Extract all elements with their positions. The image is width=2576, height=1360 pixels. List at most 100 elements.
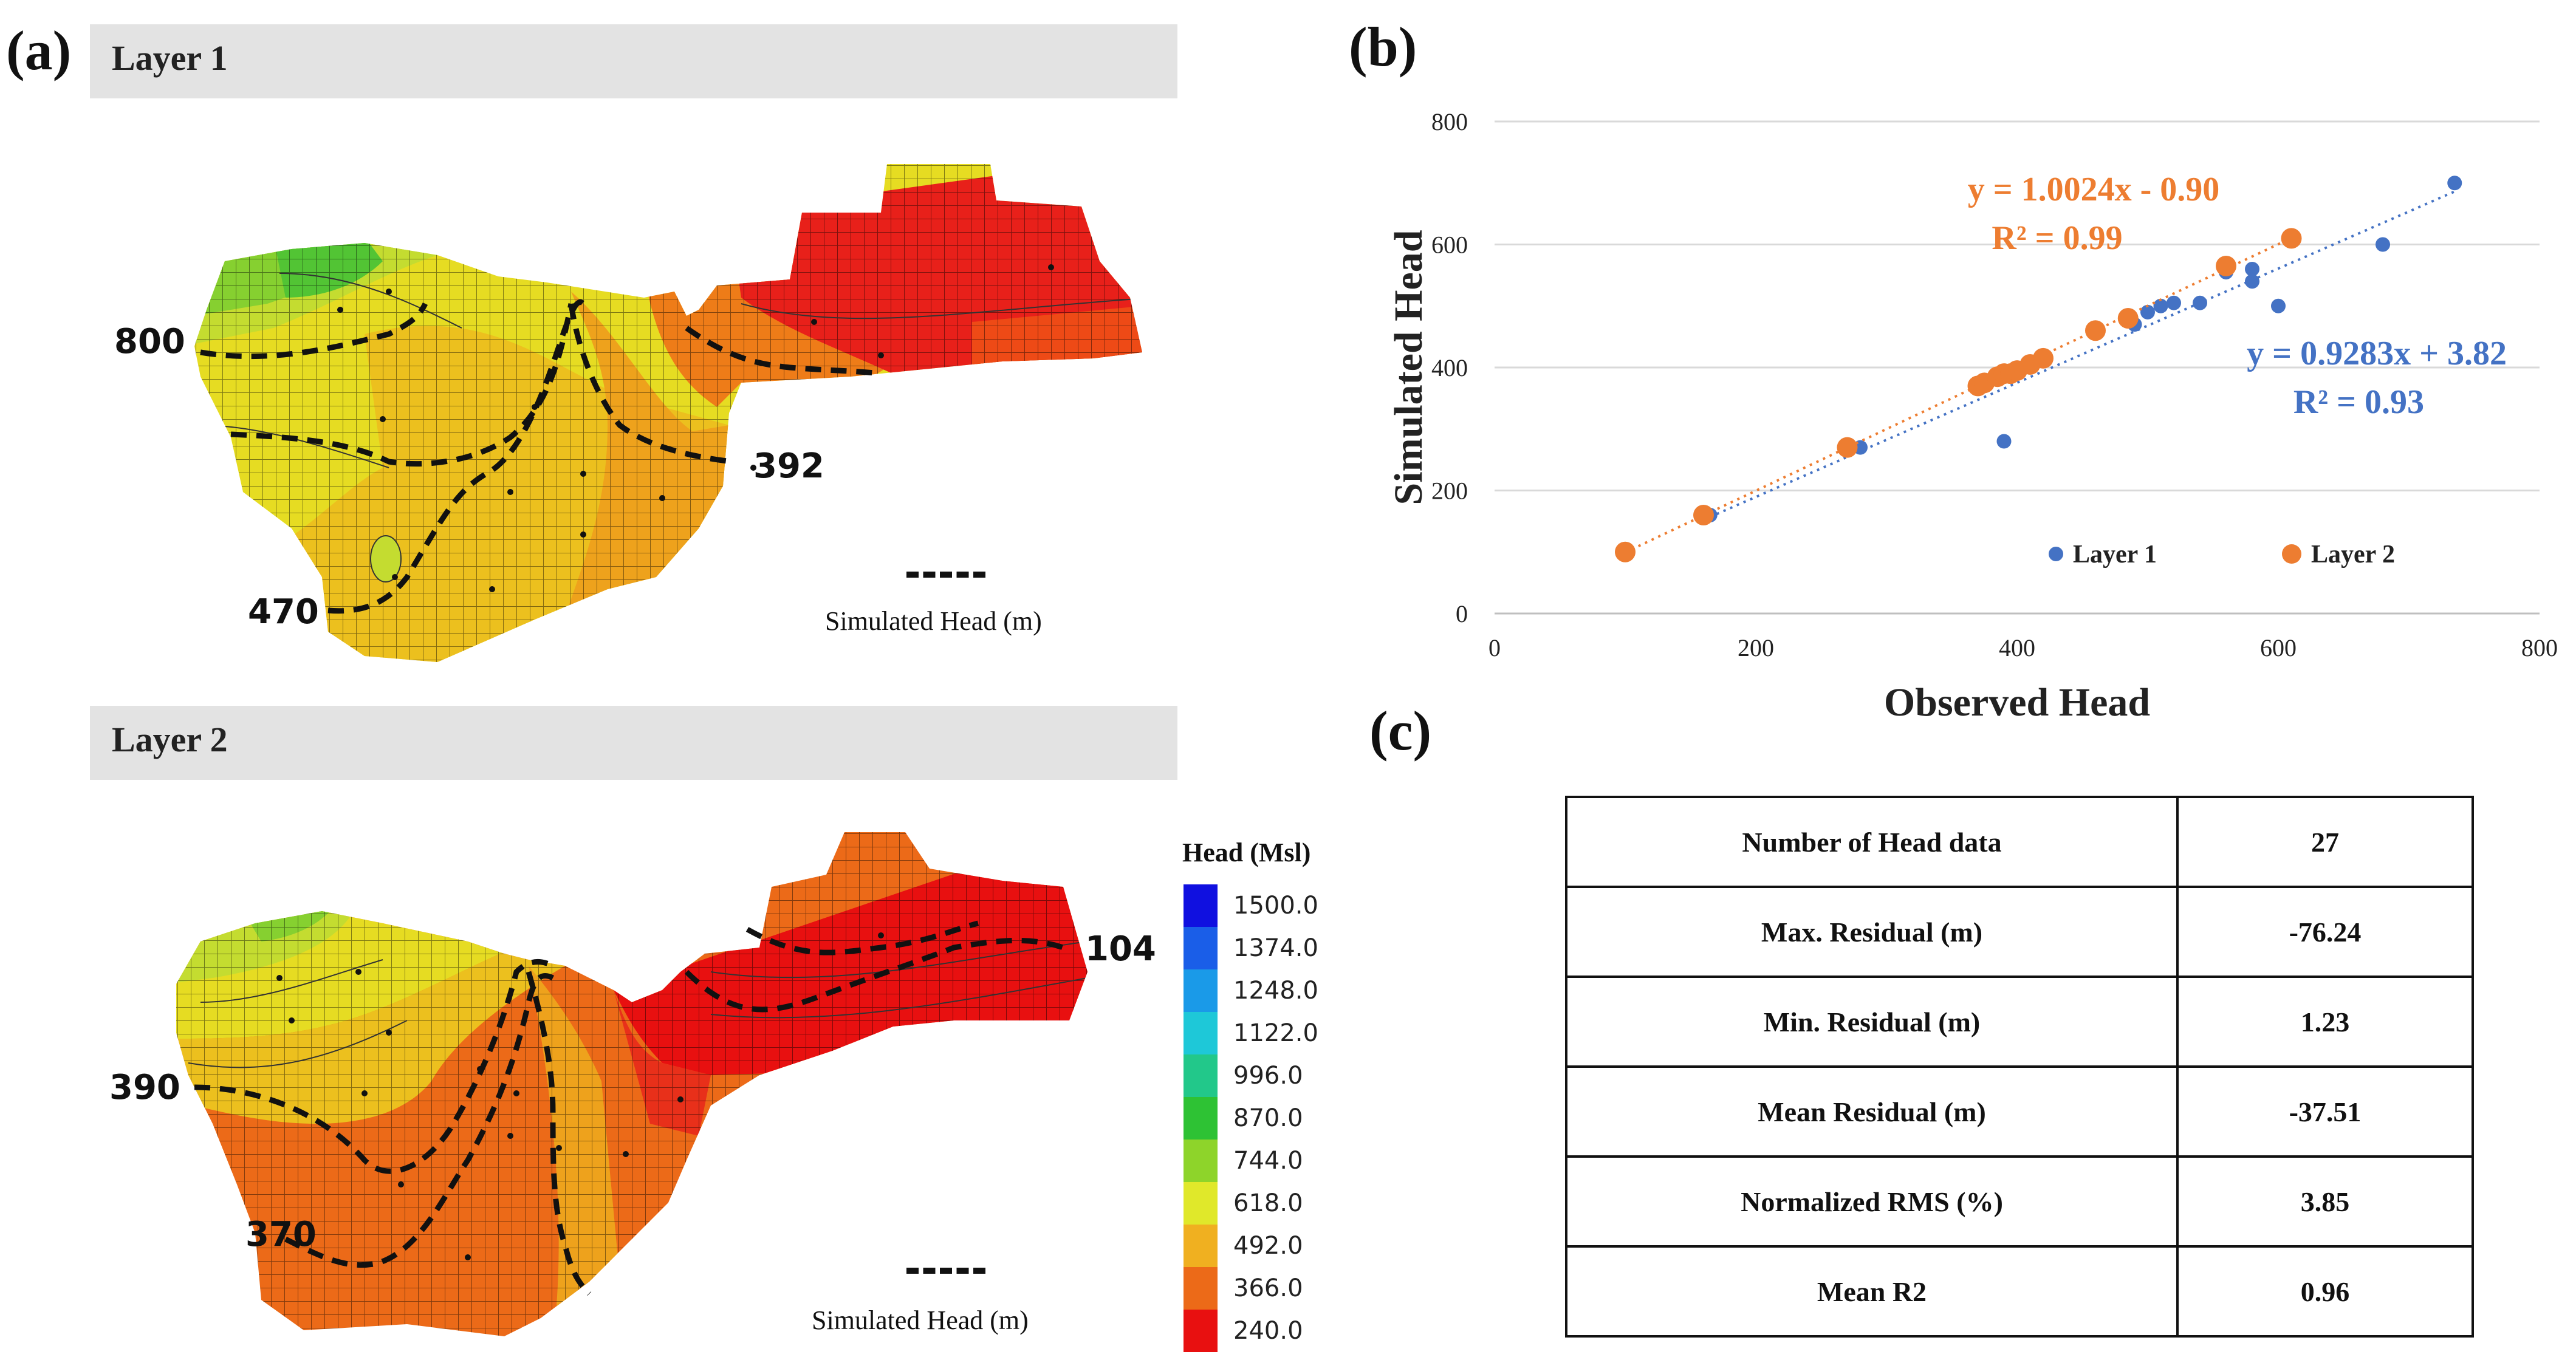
layer1-title-bar: Layer 1 <box>90 24 1177 98</box>
x-tick-label: 800 <box>2521 634 2558 661</box>
y-tick-label: 0 <box>1456 600 1468 627</box>
panel-a-letter: (a) <box>6 19 72 81</box>
stat-label: Mean Residual (m) <box>1565 1065 2179 1158</box>
y-axis-title: Simulated Head <box>1386 230 1431 505</box>
legend-label-layer2: Layer 2 <box>2311 541 2395 569</box>
stat-label: Mean R2 <box>1565 1245 2179 1338</box>
colorbar-swatch <box>1184 969 1218 1012</box>
layer2-title-bar: Layer 2 <box>90 706 1177 780</box>
y-tick-label: 600 <box>1431 231 1468 259</box>
data-point <box>2085 320 2106 341</box>
stat-value: 27 <box>2176 796 2474 888</box>
x-tick-label: 200 <box>1738 634 1774 661</box>
stat-value: 1.23 <box>2176 976 2474 1068</box>
colorbar-label: 492.0 <box>1233 1232 1303 1260</box>
x-axis-title: Observed Head <box>1884 680 2150 725</box>
colorbar-swatch <box>1184 884 1218 927</box>
layer1-contour-label-800: 800 <box>114 322 185 361</box>
colorbar-label: 1500.0 <box>1233 892 1318 920</box>
colorbar-swatch <box>1184 1225 1218 1267</box>
data-point <box>2193 295 2207 310</box>
stat-label: Number of Head data <box>1565 796 2179 888</box>
y-tick-label: 400 <box>1431 354 1468 381</box>
x-tick-label: 0 <box>1488 634 1501 661</box>
y-tick-label: 200 <box>1431 477 1468 505</box>
table-row: Min. Residual (m) 1.23 <box>1565 976 2474 1068</box>
layer1-legend-label: Simulated Head (m) <box>825 606 1042 636</box>
data-point <box>2153 298 2168 313</box>
data-point <box>1996 434 2012 449</box>
table-row: Mean R2 0.96 <box>1565 1245 2474 1338</box>
layer2-r2-label: R² = 0.99 <box>1992 219 2122 257</box>
layer2-contour-label-390: 390 <box>109 1068 180 1107</box>
stat-value: -37.51 <box>2176 1065 2474 1158</box>
trendline-1 <box>1625 236 2292 554</box>
data-point <box>2245 262 2259 276</box>
data-point <box>2216 255 2236 276</box>
y-tick-label: 800 <box>1431 108 1468 135</box>
stat-value: 3.85 <box>2176 1155 2474 1248</box>
colorbar-label: 1374.0 <box>1233 934 1318 962</box>
legend-marker-layer2 <box>2282 544 2301 564</box>
colorbar-swatch <box>1184 927 1218 969</box>
table-row: Number of Head data 27 <box>1565 796 2474 888</box>
layer1-contour-label-470: 470 <box>248 592 319 632</box>
data-point <box>2140 304 2155 319</box>
layer2-title: Layer 2 <box>112 720 228 759</box>
panel-c-letter: (c) <box>1369 700 1432 762</box>
layer1-r2-label: R² = 0.93 <box>2293 383 2424 421</box>
stat-value: 0.96 <box>2176 1245 2474 1338</box>
data-point <box>2117 308 2139 329</box>
data-point <box>2447 176 2462 191</box>
data-point <box>1837 437 1858 458</box>
colorbar-swatch <box>1184 1097 1218 1140</box>
colorbar-swatch <box>1184 1310 1218 1352</box>
layer1-legend-dash <box>906 572 985 578</box>
legend-marker-layer1 <box>2049 547 2063 561</box>
data-point <box>2245 274 2259 289</box>
data-point <box>2281 228 2302 249</box>
stat-value: -76.24 <box>2176 886 2474 978</box>
stat-label: Min. Residual (m) <box>1565 976 2179 1068</box>
stat-label: Normalized RMS (%) <box>1565 1155 2179 1248</box>
x-tick-label: 400 <box>1999 634 2035 661</box>
colorbar-swatch <box>1184 1182 1218 1225</box>
colorbar-swatch <box>1184 1054 1218 1097</box>
layer2-contour-label-104: 104 <box>1085 929 1156 969</box>
colorbar-label: 240.0 <box>1233 1317 1303 1345</box>
layer1-title: Layer 1 <box>112 38 228 78</box>
layer2-head-map <box>176 832 1088 1336</box>
colorbar-label: 870.0 <box>1233 1104 1303 1132</box>
colorbar-label: 744.0 <box>1233 1147 1303 1175</box>
layer2-legend-dash <box>906 1268 985 1274</box>
table-row: Normalized RMS (%) 3.85 <box>1565 1155 2474 1248</box>
data-point <box>1693 505 1714 525</box>
layer2-fit-equation: y = 1.0024x - 0.90 <box>1968 171 2220 208</box>
data-point <box>2376 237 2390 252</box>
stat-label: Max. Residual (m) <box>1565 886 2179 978</box>
calibration-stats-table: Number of Head data 27 Max. Residual (m) -7… <box>1565 796 2474 1338</box>
layer1-fit-equation: y = 0.9283x + 3.82 <box>2247 335 2507 372</box>
data-point <box>1615 541 1636 562</box>
data-point <box>2271 298 2286 313</box>
layer1-contour-label-392: 392 <box>753 446 824 486</box>
panel-b-letter: (b) <box>1349 16 1417 78</box>
colorbar-label: 1248.0 <box>1233 977 1318 1005</box>
data-point <box>2033 347 2054 369</box>
colorbar-swatch <box>1184 1012 1218 1054</box>
scatter-chart: 0 200 400 600 800 0 200 400 600 800 Observed Head S… <box>1386 108 2558 725</box>
legend-label-layer1: Layer 1 <box>2073 541 2157 569</box>
colorbar-label: 1122.0 <box>1233 1019 1318 1047</box>
colorbar-title: Head (Msl) <box>1182 838 1311 867</box>
colorbar-label: 618.0 <box>1233 1189 1303 1217</box>
layer2-legend-label: Simulated Head (m) <box>812 1305 1029 1335</box>
table-row: Mean Residual (m) -37.51 <box>1565 1065 2474 1158</box>
x-tick-label: 600 <box>2260 634 2297 661</box>
colorbar-label: 996.0 <box>1233 1062 1303 1090</box>
layer2-contour-label-370: 370 <box>245 1215 317 1254</box>
colorbar-label: 366.0 <box>1233 1274 1303 1302</box>
data-point <box>2167 295 2181 310</box>
colorbar-swatch <box>1184 1267 1218 1310</box>
table-row: Max. Residual (m) -76.24 <box>1565 886 2474 978</box>
colorbar-swatch <box>1184 1140 1218 1182</box>
